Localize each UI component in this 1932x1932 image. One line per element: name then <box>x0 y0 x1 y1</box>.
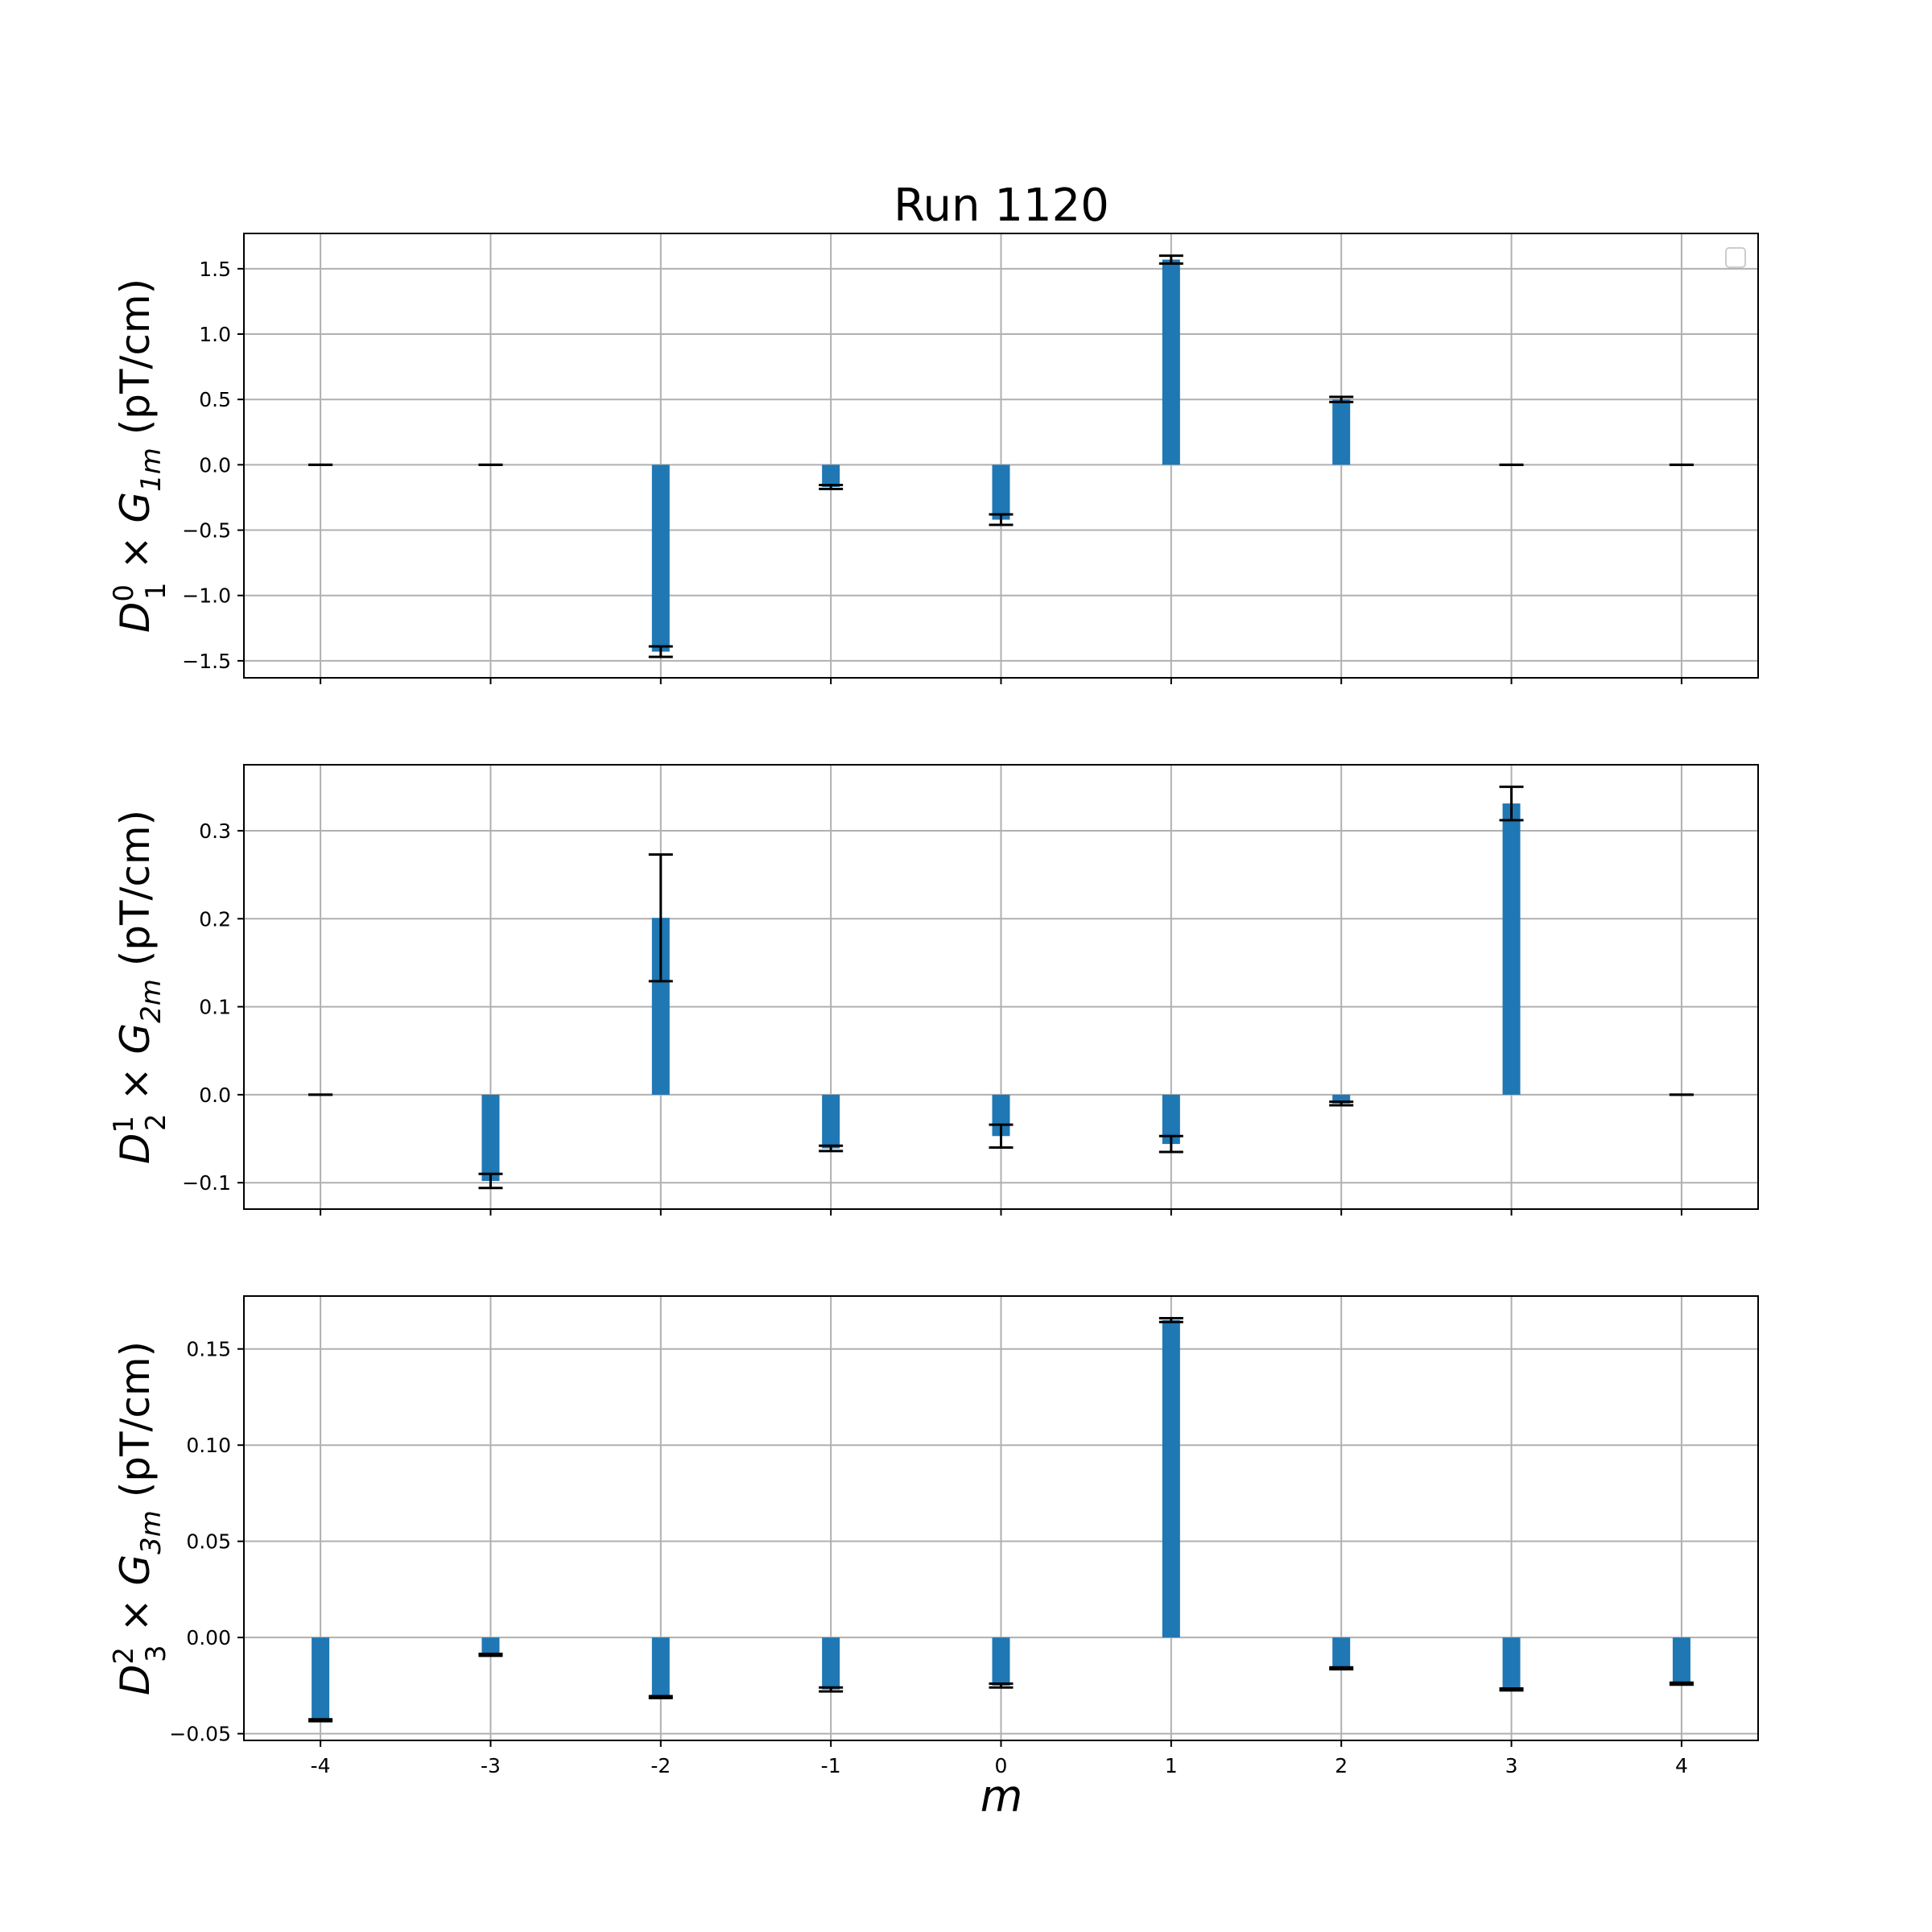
x-tick-label: -2 <box>650 1754 671 1777</box>
bar <box>1162 259 1180 465</box>
y-axis-label-part: 3 <box>140 1645 172 1662</box>
y-tick-label: −0.05 <box>169 1723 231 1746</box>
bar <box>1502 1637 1521 1690</box>
bar <box>822 1094 840 1149</box>
y-tick-label: 0.1 <box>199 996 231 1019</box>
y-axis-label-part: 0 <box>108 584 140 602</box>
legend-box <box>1725 247 1746 268</box>
x-tick-label: -3 <box>481 1754 501 1777</box>
bar <box>1332 1094 1351 1104</box>
x-tick-label: 2 <box>1335 1754 1348 1777</box>
y-tick-label: 0.05 <box>186 1530 231 1554</box>
bar <box>1502 803 1521 1095</box>
bar <box>651 464 670 652</box>
x-tick-label: 1 <box>1165 1754 1178 1777</box>
y-tick-label: 0.3 <box>199 819 231 843</box>
y-axis-label-part: D <box>112 1133 159 1165</box>
x-tick-label: 0 <box>995 1754 1008 1777</box>
y-axis-label: D01 × G1m (pT/cm) <box>108 279 172 633</box>
y-tick-label: 0.2 <box>199 907 231 931</box>
y-axis-label-part: 1 <box>108 1116 140 1133</box>
bar <box>1332 399 1351 465</box>
y-axis-label: D23 × G3m (pT/cm) <box>108 1341 172 1695</box>
plot-frame <box>243 1295 1759 1741</box>
bar <box>1332 1637 1351 1669</box>
y-axis-label-part: (pT/cm) <box>112 279 159 448</box>
y-axis-label-part: 2m <box>135 979 167 1023</box>
panel-1: −1.5 −1.0 −0.5 0.0 0.5 1.0 1.5 D01 × G1m (pT/cm… <box>108 233 1759 684</box>
y-axis-label-part: 1 <box>140 582 172 600</box>
y-axis-label-part: × <box>112 523 159 583</box>
y-tick-label: 0.0 <box>199 1084 231 1107</box>
y-axis-label-part: D <box>112 602 159 634</box>
y-tick-label: −1.5 <box>182 650 231 673</box>
y-tick-label: −0.1 <box>182 1171 231 1195</box>
y-tick-label: 0.0 <box>199 453 231 477</box>
y-axis-label-part: G <box>112 492 159 523</box>
bar <box>312 1637 330 1720</box>
bar <box>1162 1319 1180 1638</box>
x-tick-label: 4 <box>1675 1754 1688 1777</box>
bar <box>822 1637 840 1690</box>
plot-frame <box>243 233 1759 679</box>
x-tick-label: -4 <box>311 1754 331 1777</box>
y-axis-label-part: (pT/cm) <box>112 1341 159 1510</box>
bar <box>651 1637 670 1698</box>
y-tick-label: 0.15 <box>186 1338 231 1361</box>
y-tick-label: −0.5 <box>182 519 231 543</box>
bar <box>992 464 1010 520</box>
x-tick-label: -1 <box>821 1754 841 1777</box>
y-axis-label-part: 2 <box>108 1647 140 1665</box>
bar <box>822 464 840 487</box>
y-axis-label-part: D <box>112 1665 159 1696</box>
y-tick-label: 0.00 <box>186 1626 231 1649</box>
y-axis-label-part: G <box>112 1023 159 1055</box>
y-axis-label: D12 × G2m (pT/cm) <box>108 810 172 1164</box>
bar <box>481 1637 500 1655</box>
y-tick-label: 0.10 <box>186 1434 231 1457</box>
bar <box>651 918 670 1095</box>
x-axis-label: m <box>980 1771 1023 1822</box>
chart-title: Run 1120 <box>894 180 1109 232</box>
plot-frame <box>243 764 1759 1210</box>
bar <box>1672 1637 1690 1684</box>
panel-2: −0.1 0.0 0.1 0.2 0.3 D12 × G2m (pT/cm) <box>108 764 1759 1216</box>
y-axis-label-part: (pT/cm) <box>112 810 159 979</box>
y-axis-label-part: × <box>112 1055 159 1114</box>
y-tick-label: 1.0 <box>199 323 231 346</box>
y-axis-label-part: G <box>112 1554 159 1586</box>
y-tick-label: 1.5 <box>199 258 231 281</box>
y-tick-label: −1.0 <box>182 584 231 608</box>
bar <box>1162 1094 1180 1145</box>
y-axis-label-part: 3m <box>135 1510 167 1554</box>
bar <box>992 1637 1010 1686</box>
y-axis-label-part: 2 <box>140 1113 172 1131</box>
x-tick-label: 3 <box>1505 1754 1518 1777</box>
bar <box>481 1094 500 1182</box>
y-axis-label-part: × <box>112 1586 159 1645</box>
y-tick-label: 0.5 <box>199 388 231 411</box>
y-axis-label-part: 1m <box>135 448 167 492</box>
